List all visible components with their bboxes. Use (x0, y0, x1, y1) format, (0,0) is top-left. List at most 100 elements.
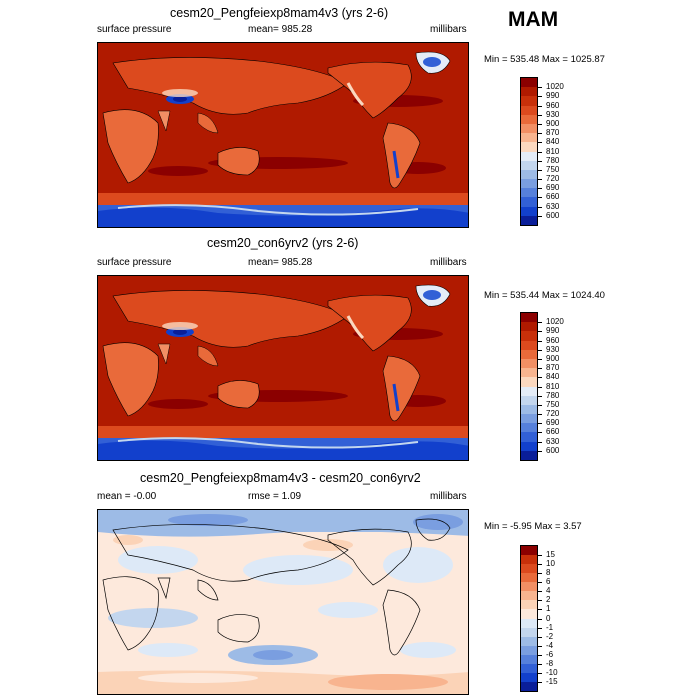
colorbar-level-label: 720 (546, 174, 560, 184)
colorbar-level-label: 870 (546, 363, 560, 373)
colorbar-tick (538, 636, 542, 638)
colorbar-swatch (521, 340, 537, 350)
colorbar-tick (538, 386, 542, 388)
colorbar-tick (538, 564, 542, 566)
colorbar-level-label: 1020 (546, 317, 564, 327)
colorbar-tick (538, 114, 542, 116)
colorbar-tick (538, 358, 542, 360)
colorbar-level-label: 810 (546, 146, 560, 156)
colorbar-swatch (521, 423, 537, 433)
colorbar-level-label: -6 (546, 649, 554, 659)
colorbar-level-label: 750 (546, 164, 560, 174)
colorbar-swatch (521, 179, 537, 189)
colorbar-tick (538, 160, 542, 162)
colorbar-level-label: 6 (546, 577, 551, 587)
colorbar-tick (538, 663, 542, 665)
season-label: MAM (508, 8, 559, 31)
colorbar-swatch (521, 96, 537, 106)
colorbar-tick (538, 123, 542, 125)
surface-pressure-map (97, 275, 469, 461)
colorbar-swatch (521, 564, 537, 574)
colorbar-swatch (521, 627, 537, 637)
colorbar-tick (538, 179, 542, 181)
colorbar-swatch (521, 546, 537, 556)
colorbar-level-label: 930 (546, 344, 560, 354)
colorbar-tick (538, 133, 542, 135)
colorbar-level-label: 660 (546, 427, 560, 437)
colorbar-tick (538, 414, 542, 416)
mean-label: mean= 985.28 (248, 257, 313, 268)
variable-label: surface pressure (97, 24, 172, 35)
colorbar-level-label: 600 (546, 210, 560, 220)
surface-pressure-map (97, 42, 469, 228)
colorbar-tick (538, 368, 542, 370)
colorbar-tick (538, 142, 542, 144)
colorbar-swatch (521, 395, 537, 405)
minmax-label: Min = 535.44 Max = 1024.40 (484, 290, 605, 301)
mean-label: mean= 985.28 (248, 24, 313, 35)
colorbar-swatch (521, 114, 537, 124)
colorbar-level-label: 930 (546, 109, 560, 119)
colorbar-swatch (521, 636, 537, 646)
colorbar-tick (538, 169, 542, 171)
colorbar-swatch (521, 78, 537, 88)
colorbar-tick (538, 654, 542, 656)
colorbar-level-label: 600 (546, 445, 560, 455)
colorbar-level-label: 8 (546, 568, 551, 578)
colorbar-swatch (521, 160, 537, 170)
colorbar-tick (538, 645, 542, 647)
rmse-label: rmse = 1.09 (248, 491, 302, 502)
panel-title: cesm20_con6yrv2 (yrs 2-6) (207, 236, 359, 250)
colorbar-level-label: 810 (546, 381, 560, 391)
colorbar-tick (538, 627, 542, 629)
variable-label: surface pressure (97, 257, 172, 268)
colorbar-swatch (521, 133, 537, 143)
panel-title: cesm20_Pengfeiexp8mam4v3 (yrs 2-6) (170, 6, 389, 20)
colorbar-level-label: 0 (546, 613, 551, 623)
colorbar-swatch (521, 450, 537, 460)
colorbar-swatch (521, 414, 537, 424)
colorbar-tick (538, 681, 542, 683)
colorbar-swatch (521, 349, 537, 359)
colorbar-swatch (521, 386, 537, 396)
colorbar-swatch (521, 368, 537, 378)
colorbar-tick (538, 322, 542, 324)
colorbar-level-label: 4 (546, 586, 551, 596)
colorbar-swatch (521, 432, 537, 442)
colorbar-tick (538, 591, 542, 593)
colorbar-level-label: -8 (546, 658, 554, 668)
colorbar-swatch (521, 645, 537, 655)
colorbar-swatch (521, 377, 537, 387)
colorbar-swatch (521, 197, 537, 207)
colorbar-swatch (521, 441, 537, 451)
colorbar-level-label: 900 (546, 118, 560, 128)
colorbar-swatch (521, 555, 537, 565)
colorbar-swatch (521, 215, 537, 225)
colorbar-tick (538, 555, 542, 557)
colorbar-level-label: 720 (546, 409, 560, 419)
colorbar-level-label: 1 (546, 604, 551, 614)
colorbar-level-label: 690 (546, 183, 560, 193)
colorbar-tick (538, 600, 542, 602)
colorbar (520, 312, 538, 461)
minmax-label: Min = -5.95 Max = 3.57 (484, 521, 582, 532)
colorbar-tick (538, 423, 542, 425)
colorbar-swatch (521, 87, 537, 97)
panel-title: cesm20_Pengfeiexp8mam4v3 - cesm20_con6yr… (140, 471, 421, 485)
colorbar-tick (538, 450, 542, 452)
colorbar-tick (538, 377, 542, 379)
colorbar-level-label: 870 (546, 128, 560, 138)
colorbar-tick (538, 151, 542, 153)
colorbar-level-label: 900 (546, 353, 560, 363)
colorbar-tick (538, 206, 542, 208)
colorbar-level-label: 840 (546, 137, 560, 147)
minmax-label: Min = 535.48 Max = 1025.87 (484, 54, 605, 65)
colorbar-tick (538, 609, 542, 611)
colorbar-tick (538, 573, 542, 575)
colorbar-level-label: 660 (546, 192, 560, 202)
colorbar-swatch (521, 609, 537, 619)
colorbar-swatch (521, 123, 537, 134)
colorbar-swatch (521, 681, 537, 691)
colorbar-tick (538, 215, 542, 217)
colorbar-level-label: -4 (546, 640, 554, 650)
